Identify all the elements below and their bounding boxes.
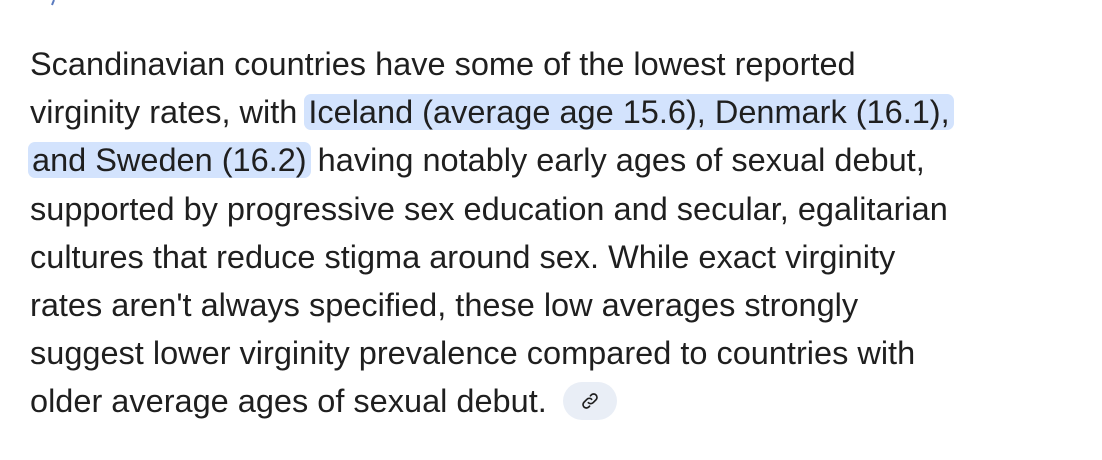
highlighted-text[interactable]: Iceland (average age 15.6), Denmark (16.… — [304, 94, 954, 131]
highlighted-text[interactable]: and Sweden (16.2) — [28, 142, 311, 179]
text-line: virginity rates, with Iceland (average a… — [30, 88, 1090, 136]
text-line: and Sweden (16.2) having notably early a… — [28, 136, 1090, 184]
text: rates aren't always specified, these low… — [30, 286, 859, 323]
source-link-chip[interactable] — [562, 381, 617, 420]
text-line: Scandinavian countries have some of the … — [30, 40, 1090, 88]
text-line: supported by progressive sex education a… — [30, 185, 1090, 233]
text-line: rates aren't always specified, these low… — [30, 281, 1090, 329]
text: having notably early ages of sexual debu… — [308, 142, 925, 179]
link-icon — [581, 392, 598, 409]
text: virginity rates, with — [30, 94, 307, 131]
response-paragraph: Scandinavian countries have some of the … — [28, 40, 1090, 426]
text: older average ages of sexual debut. — [30, 383, 547, 420]
text: suggest lower virginity prevalence compa… — [30, 335, 916, 372]
scroll-fragment — [51, 0, 55, 6]
text: Scandinavian countries have some of the … — [30, 46, 856, 82]
text: cultures that reduce stigma around sex. … — [30, 238, 896, 275]
text-line: older average ages of sexual debut. — [30, 377, 1090, 425]
text-line: cultures that reduce stigma around sex. … — [30, 233, 1090, 281]
text-line: suggest lower virginity prevalence compa… — [30, 329, 1090, 377]
text: supported by progressive sex education a… — [30, 190, 948, 227]
